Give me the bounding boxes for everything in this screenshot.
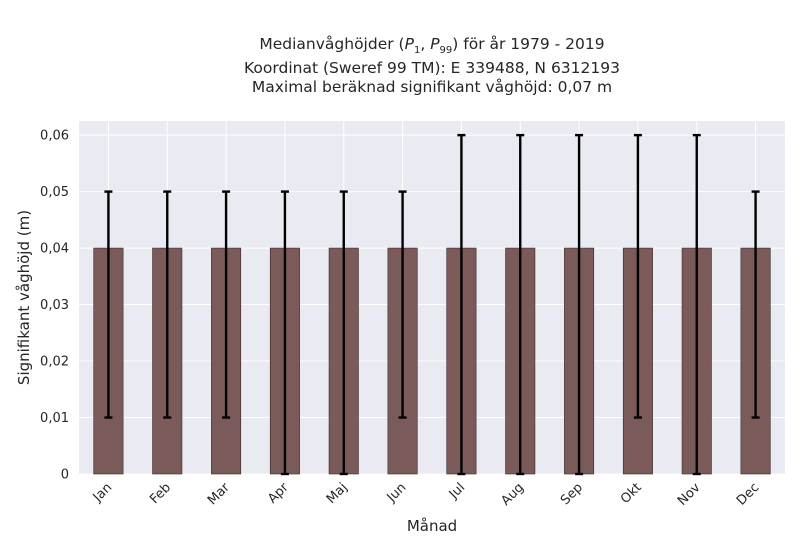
error-bar-dec: [751, 190, 760, 419]
error-bar-okt: [633, 133, 642, 419]
error-bar-mar: [222, 190, 231, 419]
error-bar-jul: [457, 133, 466, 476]
title-prefix: Medianvåghöjder (: [259, 35, 405, 53]
x-tick-label: Nov: [675, 480, 704, 509]
x-tick-label: Feb: [147, 480, 174, 507]
y-tick-label: 0,02: [40, 355, 69, 370]
error-bar-sep: [575, 133, 584, 476]
error-bar-jan: [104, 190, 113, 419]
x-tick-label: Apr: [265, 480, 292, 507]
title-p1: P: [404, 35, 414, 53]
y-axis-ticks: 0 0,01 0,02 0,03 0,04 0,05 0,06: [40, 129, 69, 483]
x-tick-label: Maj: [324, 480, 351, 507]
x-tick-label: Mar: [205, 480, 233, 508]
y-tick-label: 0,06: [40, 129, 69, 144]
chart-title-line-3: Maximal beräknad signifikant våghöjd: 0,…: [251, 78, 613, 96]
error-bars: [104, 133, 760, 476]
x-tick-label: Aug: [499, 480, 528, 509]
x-tick-label: Jun: [384, 480, 410, 506]
x-tick-label: Jan: [90, 480, 115, 505]
y-tick-label: 0,01: [40, 411, 69, 426]
error-bar-feb: [163, 190, 172, 419]
chart-title-line-1: Medianvåghöjder (P1, P99) för år 1979 - …: [259, 35, 605, 57]
x-axis-ticks: Jan Feb Mar Apr Maj Jun Jul Aug Sep Okt Nov Dec: [90, 480, 763, 509]
y-tick-label: 0,03: [40, 298, 69, 313]
x-tick-label: Sep: [558, 480, 586, 508]
y-axis-label: Signifikant våghöjd (m): [15, 210, 33, 385]
error-bar-aug: [516, 133, 525, 476]
chart-title-line-2: Koordinat (Sweref 99 TM): E 339488, N 63…: [244, 59, 620, 77]
x-tick-label: Okt: [618, 480, 645, 507]
title-p99: P: [430, 35, 440, 53]
y-tick-label: 0,04: [40, 242, 69, 257]
error-bar-jun: [398, 190, 407, 419]
error-bar-apr: [280, 190, 289, 476]
x-tick-label: Jul: [446, 480, 468, 502]
y-tick-label: 0: [61, 468, 69, 483]
title-suffix: ) för år 1979 - 2019: [452, 35, 605, 53]
error-bar-maj: [339, 190, 348, 476]
x-tick-label: Dec: [734, 480, 762, 508]
plot-background: [79, 121, 785, 474]
y-tick-label: 0,05: [40, 185, 69, 200]
x-axis-label: Månad: [407, 517, 457, 535]
error-bar-nov: [692, 133, 701, 476]
